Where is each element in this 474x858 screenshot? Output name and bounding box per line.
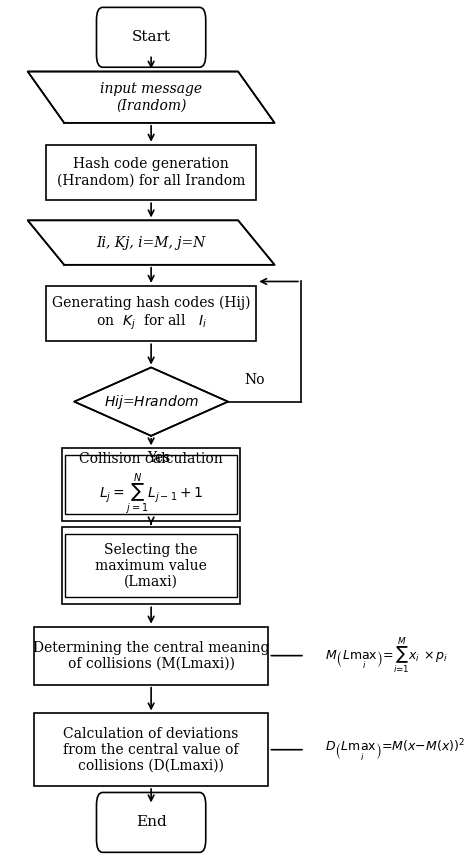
Bar: [34, 626, 268, 685]
Bar: [62, 448, 240, 521]
Text: Selecting the
maximum value
(Lmaxi): Selecting the maximum value (Lmaxi): [95, 542, 207, 589]
Text: $Hij$=$Hrandom$: $Hij$=$Hrandom$: [104, 393, 199, 411]
Text: Ii, Kj, i=M, j=N: Ii, Kj, i=M, j=N: [97, 236, 206, 250]
Polygon shape: [74, 367, 228, 436]
Text: $D\left(L\max_i\right) = M\left(x - M\left(x\right)\right)^2$: $D\left(L\max_i\right) = M\left(x - M\le…: [325, 737, 465, 763]
Text: Yes: Yes: [147, 451, 171, 465]
Text: End: End: [136, 815, 166, 830]
Text: Hash code generation
(Hrandom) for all Irandom: Hash code generation (Hrandom) for all I…: [57, 157, 246, 188]
Text: $M\left(L\max_i\right) = \sum_{i=1}^{M} x_i \times p_i$: $M\left(L\max_i\right) = \sum_{i=1}^{M} …: [325, 636, 448, 676]
Text: Generating hash codes (Hij)
on  $K_j$  for all   $I_i$: Generating hash codes (Hij) on $K_j$ for…: [52, 295, 250, 332]
Polygon shape: [27, 71, 274, 123]
Text: No: No: [244, 373, 264, 387]
Text: Calculation of deviations
from the central value of
collisions (D(Lmaxi)): Calculation of deviations from the centr…: [64, 727, 239, 773]
FancyBboxPatch shape: [97, 8, 206, 67]
Bar: [46, 145, 256, 200]
Bar: [34, 713, 268, 786]
Bar: [46, 286, 256, 341]
Bar: [65, 535, 237, 597]
Bar: [62, 528, 240, 604]
FancyBboxPatch shape: [97, 793, 206, 852]
Text: Determining the central meaning
of collisions (M(Lmaxi)): Determining the central meaning of colli…: [33, 641, 269, 671]
Bar: [65, 455, 237, 514]
Text: Start: Start: [132, 30, 171, 45]
Text: input message
(Irandom): input message (Irandom): [100, 82, 202, 112]
Text: Collision calculation
$L_j = \sum_{j=1}^{N} L_{j-1} + 1$: Collision calculation $L_j = \sum_{j=1}^…: [79, 452, 223, 517]
Polygon shape: [27, 221, 274, 265]
